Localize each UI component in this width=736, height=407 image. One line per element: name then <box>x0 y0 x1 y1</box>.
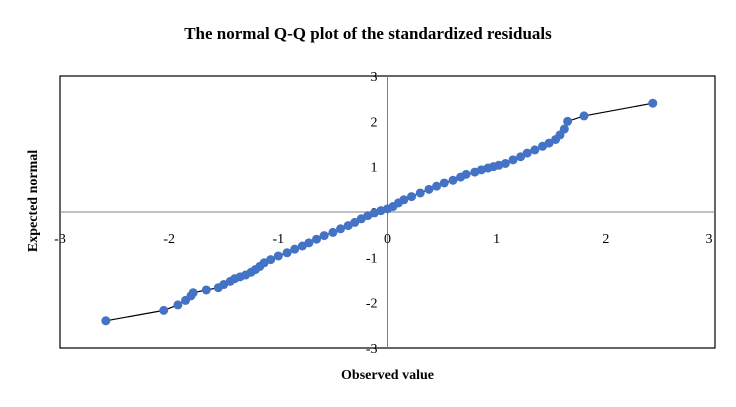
y-tick-label: 2 <box>371 115 378 130</box>
x-tick-label: 1 <box>493 232 500 247</box>
data-point <box>201 285 211 295</box>
data-point <box>516 152 526 162</box>
data-point <box>312 234 322 244</box>
chart-title: The normal Q-Q plot of the standardized … <box>184 24 552 43</box>
x-tick-label: -1 <box>272 232 284 247</box>
data-point <box>522 148 532 158</box>
data-point <box>500 158 510 168</box>
data-point <box>559 124 569 134</box>
data-points <box>101 98 658 326</box>
data-point <box>319 231 329 241</box>
y-tick-label: -2 <box>366 297 378 312</box>
data-point <box>648 98 658 108</box>
x-tick-label: -2 <box>163 232 175 247</box>
data-point <box>282 248 292 258</box>
x-tick-label: -3 <box>54 232 66 247</box>
data-point <box>407 192 417 202</box>
y-tick-label: 3 <box>371 70 378 85</box>
x-tick-label: 0 <box>384 232 391 247</box>
data-point <box>415 188 425 198</box>
data-point <box>508 155 518 165</box>
data-point <box>439 178 449 188</box>
y-tick-label: 1 <box>371 161 378 176</box>
data-point <box>173 300 183 310</box>
data-point <box>448 175 458 185</box>
x-axis-label: Observed value <box>341 368 434 383</box>
data-point <box>530 145 540 155</box>
data-point <box>328 227 338 237</box>
data-point <box>461 169 471 179</box>
data-point <box>350 217 360 227</box>
data-point <box>579 111 589 121</box>
data-point <box>399 195 409 205</box>
x-tick-labels: -3 -2 -1 0 1 2 3 <box>54 232 712 247</box>
data-point <box>188 288 198 298</box>
x-tick-label: 3 <box>706 232 713 247</box>
data-point <box>544 138 554 148</box>
data-point <box>336 224 346 234</box>
data-point <box>304 238 314 248</box>
data-point <box>424 184 434 194</box>
data-point <box>563 116 573 126</box>
data-point <box>290 244 300 254</box>
y-tick-label: -3 <box>366 342 378 357</box>
data-point <box>266 255 276 265</box>
x-tick-label: 2 <box>602 232 609 247</box>
data-point <box>432 181 442 191</box>
data-point <box>101 316 111 326</box>
y-tick-label: -1 <box>366 251 378 266</box>
y-axis-label: Expected normal <box>26 149 41 253</box>
data-point <box>159 305 169 315</box>
data-point <box>273 251 283 261</box>
